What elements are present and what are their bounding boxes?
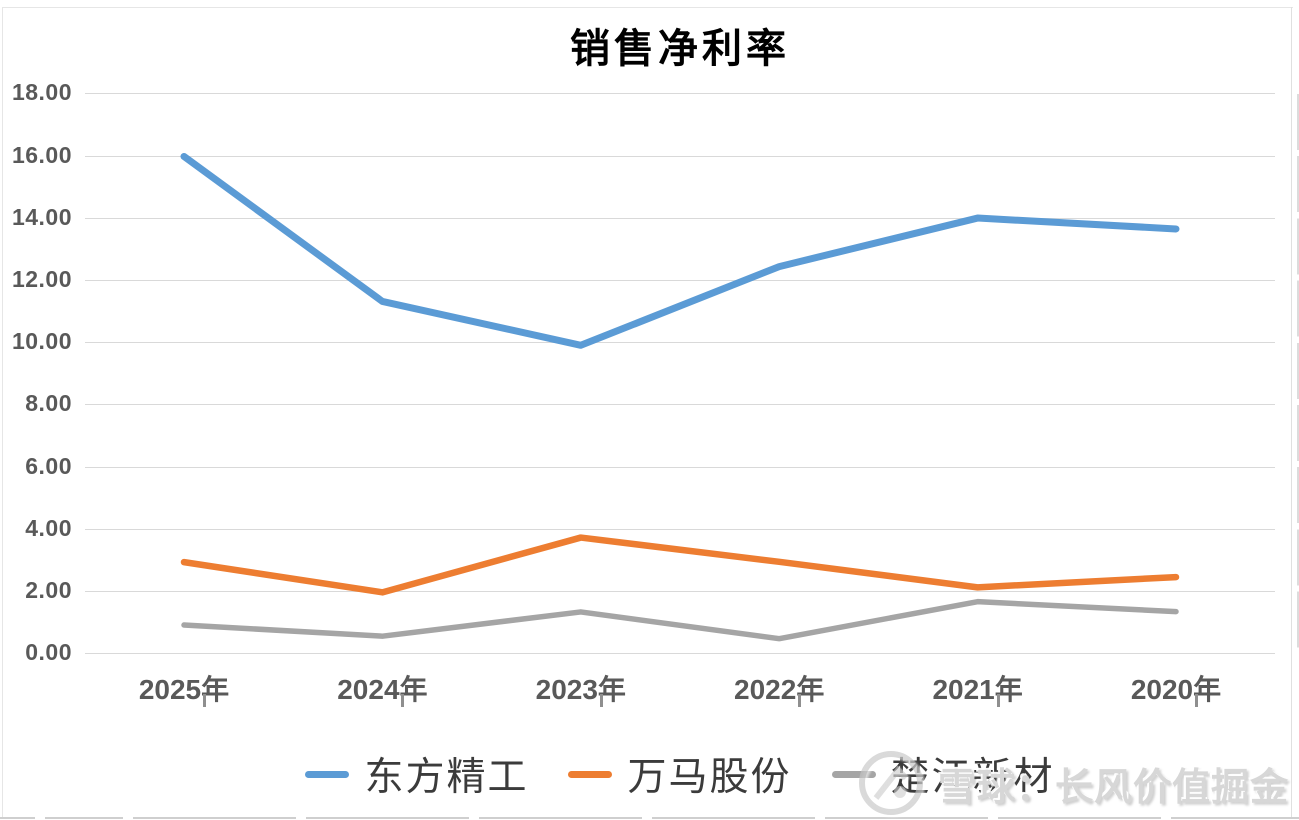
legend-label: 东方精工 xyxy=(364,756,529,799)
x-axis-tick-label: 2022年 xyxy=(734,674,825,705)
gridline xyxy=(85,653,1275,655)
watermark: 雪球：长风价值掘金 xyxy=(856,748,1289,818)
series-line-2 xyxy=(181,598,1179,642)
gridline xyxy=(85,466,1275,468)
gridline xyxy=(85,217,1275,219)
x-axis-tick-label: 2025年 xyxy=(138,674,230,705)
legend-swatch-icon xyxy=(831,770,876,778)
y-axis-tick-label: 6.00 xyxy=(25,452,72,479)
legend-label: 万马股份 xyxy=(627,756,792,799)
y-axis-tick-label: 0.00 xyxy=(25,639,72,666)
legend-item-0: 东方精工 xyxy=(305,746,528,802)
x-axis-tick-label: 2020年 xyxy=(1130,674,1222,705)
gridline xyxy=(85,279,1275,281)
frame-border-top xyxy=(2,7,1293,8)
gridline xyxy=(85,342,1275,344)
watermark-text: 雪球：长风价值掘金 xyxy=(938,766,1290,809)
x-axis-tick-mark xyxy=(996,694,1000,707)
y-axis-tick-label: 16.00 xyxy=(11,141,72,168)
legend-item-1: 万马股份 xyxy=(568,746,791,802)
spreadsheet-edge-right xyxy=(1297,94,1299,654)
x-axis-tick-mark xyxy=(599,694,603,707)
gridline xyxy=(85,404,1275,406)
y-axis-tick-label: 8.00 xyxy=(25,390,72,417)
chart-legend: 东方精工 万马股份 楚江新材 xyxy=(85,746,1275,802)
gridline xyxy=(85,155,1275,157)
chart-title: 销售净利率 xyxy=(570,26,790,71)
gridline xyxy=(85,528,1275,530)
legend-swatch-icon xyxy=(305,770,350,778)
y-axis-tick-label: 10.00 xyxy=(11,328,72,355)
x-axis-tick-label: 2021年 xyxy=(932,674,1023,705)
gridline xyxy=(85,93,1275,95)
frame-border-right xyxy=(1291,7,1292,818)
xueqiu-logo-icon xyxy=(859,751,923,815)
frame-border-left xyxy=(2,7,3,818)
y-axis-tick-label: 2.00 xyxy=(25,577,72,604)
x-axis-tick-mark xyxy=(203,694,206,707)
series-line-1 xyxy=(180,534,1180,596)
y-axis-tick-label: 18.00 xyxy=(11,79,72,106)
spreadsheet-edge-bottom xyxy=(0,817,1299,819)
legend-swatch-icon xyxy=(568,770,613,778)
x-axis-tick-mark xyxy=(798,694,802,707)
y-axis-tick-label: 4.00 xyxy=(25,514,72,541)
y-axis-tick-label: 12.00 xyxy=(11,265,72,292)
gridline xyxy=(85,591,1275,593)
x-axis-tick-mark xyxy=(401,694,405,707)
x-axis-tick-label: 2024年 xyxy=(337,674,428,705)
y-axis-tick-label: 14.00 xyxy=(11,203,72,230)
x-axis-tick-label: 2023年 xyxy=(535,674,626,705)
x-axis-tick-mark xyxy=(1195,694,1198,707)
series-line-0 xyxy=(180,152,1180,349)
